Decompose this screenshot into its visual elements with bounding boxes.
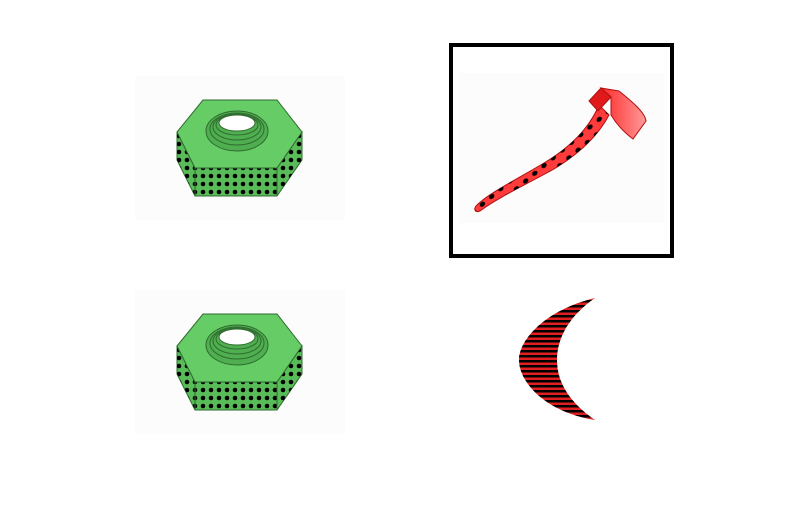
grid-item-nut-bottom[interactable] <box>135 290 345 434</box>
grid-item-nut-top[interactable] <box>135 76 345 220</box>
hex-nut-icon <box>135 76 345 220</box>
grid-item-axe[interactable] <box>449 43 674 258</box>
hex-nut-icon <box>135 290 345 434</box>
selection-border <box>449 43 674 258</box>
crescent-moon-icon <box>505 290 615 430</box>
grid-item-crescent[interactable] <box>505 290 615 430</box>
